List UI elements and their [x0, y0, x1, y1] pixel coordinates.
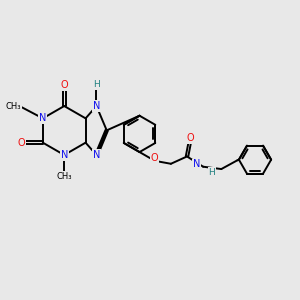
- Text: O: O: [187, 133, 194, 143]
- Text: CH₃: CH₃: [6, 102, 21, 111]
- Text: O: O: [18, 138, 26, 148]
- Text: H: H: [208, 168, 215, 177]
- Text: N: N: [39, 113, 46, 123]
- Text: CH₃: CH₃: [56, 172, 72, 181]
- Text: N: N: [93, 101, 100, 111]
- Text: O: O: [60, 80, 68, 90]
- Text: H: H: [93, 80, 100, 89]
- Text: N: N: [61, 150, 68, 160]
- Text: N: N: [193, 159, 200, 170]
- Text: O: O: [150, 153, 158, 163]
- Text: N: N: [93, 150, 100, 160]
